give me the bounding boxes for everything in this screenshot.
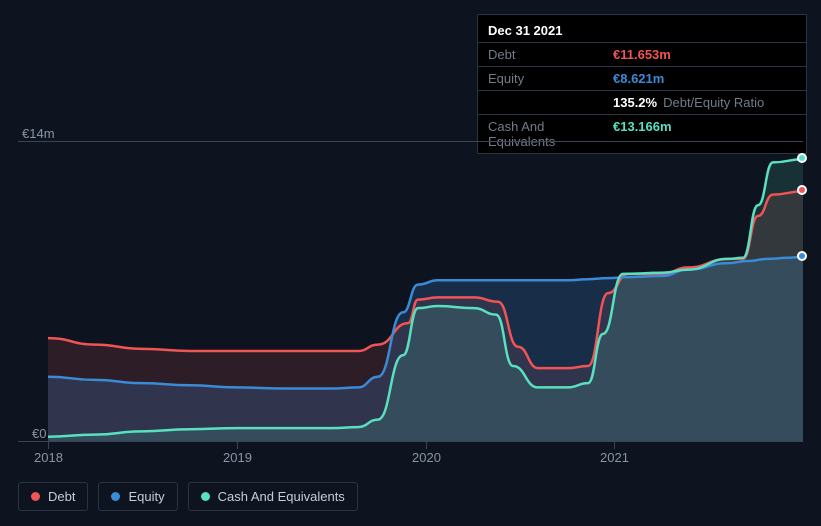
x-axis-label: 2021 xyxy=(600,450,629,465)
tooltip-label: Equity xyxy=(488,71,613,86)
x-tick xyxy=(614,441,615,449)
tooltip-value: €8.621m xyxy=(613,71,796,86)
legend-dot-icon xyxy=(111,492,120,501)
series-endpoint xyxy=(797,251,807,261)
legend-label: Equity xyxy=(128,489,164,504)
chart-tooltip: Dec 31 2021 Debt€11.653mEquity€8.621m135… xyxy=(477,14,807,154)
legend-label: Cash And Equivalents xyxy=(218,489,345,504)
tooltip-label xyxy=(488,95,613,110)
x-tick xyxy=(426,441,427,449)
tooltip-row: Debt€11.653m xyxy=(478,42,806,66)
tooltip-extra: Debt/Equity Ratio xyxy=(663,95,764,110)
y-axis-label: €0 xyxy=(32,426,46,441)
legend-label: Debt xyxy=(48,489,75,504)
x-axis-label: 2018 xyxy=(34,450,63,465)
tooltip-label: Debt xyxy=(488,47,613,62)
tooltip-row: Equity€8.621m xyxy=(478,66,806,90)
tooltip-rows: Debt€11.653mEquity€8.621m135.2%Debt/Equi… xyxy=(478,42,806,153)
legend-dot-icon xyxy=(201,492,210,501)
legend: Debt Equity Cash And Equivalents xyxy=(18,482,358,511)
series-endpoint xyxy=(797,153,807,163)
x-tick xyxy=(237,441,238,449)
legend-item[interactable]: Equity xyxy=(98,482,177,511)
x-axis-label: 2020 xyxy=(412,450,441,465)
gridline xyxy=(18,441,803,442)
legend-item[interactable]: Debt xyxy=(18,482,88,511)
area-chart xyxy=(48,141,803,441)
tooltip-value: €11.653m xyxy=(613,47,796,62)
series-endpoint xyxy=(797,185,807,195)
tooltip-date: Dec 31 2021 xyxy=(478,15,806,42)
legend-item[interactable]: Cash And Equivalents xyxy=(188,482,358,511)
x-axis-label: 2019 xyxy=(223,450,252,465)
tooltip-row: 135.2%Debt/Equity Ratio xyxy=(478,90,806,114)
x-tick xyxy=(48,441,49,449)
legend-dot-icon xyxy=(31,492,40,501)
y-axis-label: €14m xyxy=(22,126,55,141)
tooltip-value: 135.2%Debt/Equity Ratio xyxy=(613,95,796,110)
